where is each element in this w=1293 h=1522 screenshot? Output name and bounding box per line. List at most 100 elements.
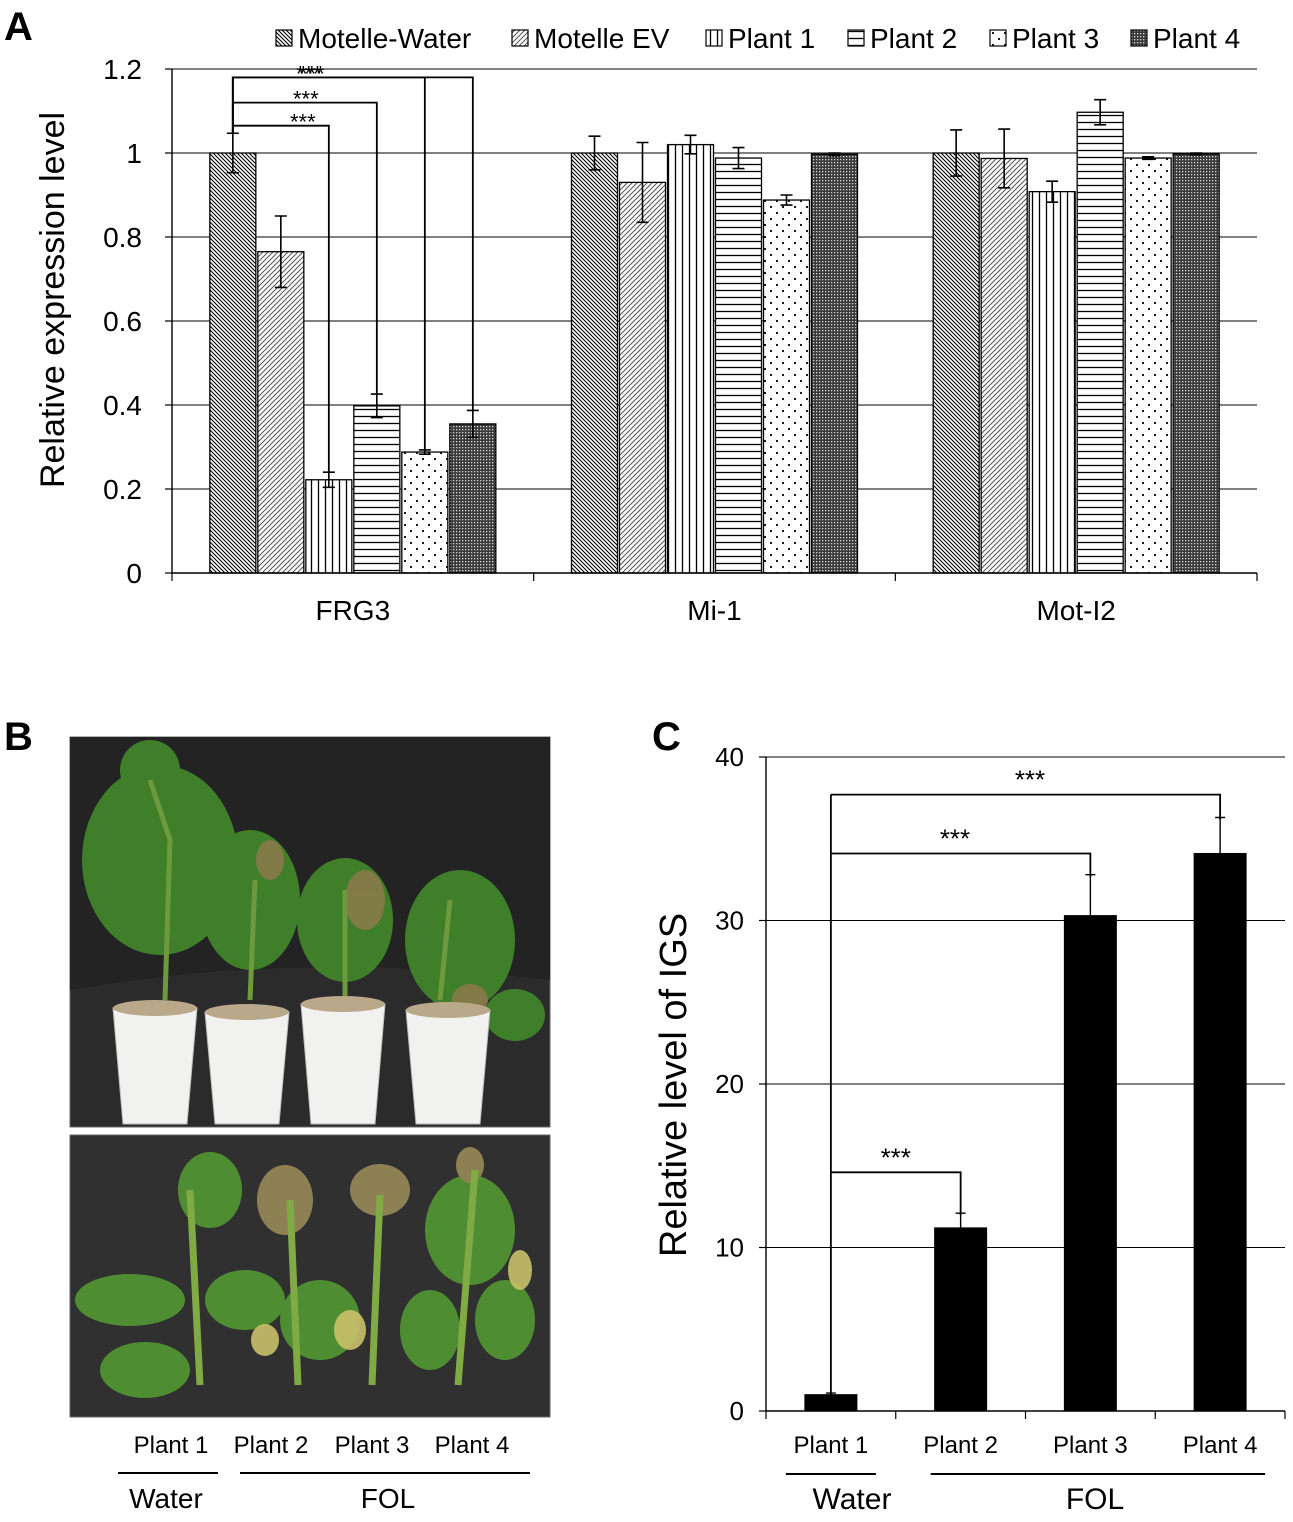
photo-label-plant-2: Plant 2 [234, 1432, 309, 1459]
chart-a-legend-label: Motelle-Water [298, 23, 471, 54]
chart-a-bar [980, 157, 1028, 574]
photo-label-plant-1: Plant 1 [134, 1432, 209, 1459]
chart-a-legend: Motelle-Water Motelle EV Plant 1 Plant 2 Pla… [275, 23, 1240, 54]
chart-a-y-tick-label: 0.8 [103, 222, 142, 253]
chart-a-bar [305, 479, 353, 574]
chart-c-significance-marker: *** [1015, 765, 1045, 795]
chart-a-error-bar [1142, 155, 1155, 161]
chart-c-category-label: Plant 1 [794, 1432, 869, 1459]
chart-a-bar [353, 405, 401, 574]
chart-a-legend-swatch [275, 29, 293, 47]
chart-a-category-label: FRG3 [315, 595, 390, 626]
chart-c-category-label: Plant 2 [923, 1432, 998, 1459]
chart-c-significance-marker: *** [881, 1142, 911, 1172]
chart-a-category-label: Mot-I2 [1036, 595, 1115, 626]
chart-a-significance-marker: *** [293, 87, 319, 112]
chart-a-category-label: Mi-1 [687, 595, 741, 626]
group-label-fol: FOL [361, 1483, 415, 1514]
chart-c-bar [1063, 915, 1117, 1412]
group-label-water: Water [129, 1483, 203, 1514]
chart-a-significance-marker: *** [299, 61, 325, 86]
chart-a-y-tick-label: 0.6 [103, 306, 142, 337]
chart-a-error-bar [1190, 152, 1203, 156]
chart-a-error-bar [998, 128, 1011, 189]
chart-c-y-tick-label: 10 [715, 1233, 744, 1263]
chart-c-error-bars [825, 816, 1226, 1395]
chart-a-legend-swatch [847, 29, 865, 47]
chart-a-expression: ************ 0 0.2 0.4 0.6 0.8 1 1.2 FRG3 Mi-1 Mo… [34, 23, 1258, 626]
chart-a-axes: 0 0.2 0.4 0.6 0.8 1 1.2 FRG3 Mi-1 Mot-I2 [103, 54, 1258, 626]
chart-a-error-bar [828, 152, 841, 157]
chart-a-y-tick-label: 1 [126, 138, 142, 169]
chart-a-legend-swatch [705, 29, 723, 47]
chart-c-category-label: Plant 4 [1183, 1432, 1258, 1459]
chart-c-bar [804, 1394, 858, 1412]
chart-a-error-bar [274, 215, 287, 289]
chart-a-error-bar [732, 146, 745, 170]
chart-c-error-bar [1215, 816, 1226, 854]
chart-c-significance-bracket [830, 1171, 962, 1216]
chart-a-bar [932, 152, 980, 574]
chart-a-significance-marker: *** [290, 110, 316, 135]
photo-label-plant-3: Plant 3 [335, 1432, 410, 1459]
chart-c-error-bar [1085, 874, 1096, 916]
chart-c-y-tick-label: 20 [715, 1069, 744, 1099]
chart-c-error-bar [955, 1212, 966, 1228]
chart-a-significance: ************ [231, 61, 474, 473]
chart-a-y-tick-label: 0.2 [103, 474, 142, 505]
chart-c-y-tick-label: 30 [715, 906, 744, 936]
chart-a-legend-label: Motelle EV [534, 23, 670, 54]
chart-a-legend-label: Plant 3 [1012, 23, 1099, 54]
chart-a-error-bar [1094, 98, 1107, 126]
chart-a-legend-swatch [989, 29, 1007, 47]
chart-a-bar [762, 199, 811, 574]
chart-a-y-tick-label: 0.4 [103, 390, 142, 421]
chart-a-y-tick-label: 0 [126, 558, 142, 589]
chart-a-y-axis-title: Relative expression level [34, 112, 72, 488]
chart-a-bar [666, 143, 715, 574]
chart-c-group-labels: Water FOL [785, 1473, 1266, 1516]
chart-a-legend-swatch [511, 29, 529, 47]
chart-c-y-tick-label: 40 [715, 742, 744, 772]
chart-c-significance: *** *** *** [829, 765, 1222, 1395]
chart-a-bar [1124, 157, 1172, 574]
panel-b-photos: Plant 1 Plant 2 Plant 3 Plant 4 Water FO… [69, 736, 551, 1514]
chart-c-igs: *** *** *** 0 10 20 30 40 Plant 1 Plant 2 Plant 3… [653, 742, 1286, 1516]
chart-c-y-axis-title: Relative level of IGS [653, 913, 695, 1257]
chart-a-bar [810, 153, 859, 574]
chart-a-bar [401, 451, 449, 574]
chart-c-significance-bracket [830, 852, 1092, 877]
chart-a-bar [1076, 111, 1124, 574]
chart-c-group-label: FOL [1066, 1483, 1124, 1516]
chart-c-y-tick-label: 0 [730, 1396, 744, 1426]
panel-label-b: B [4, 715, 33, 759]
chart-a-error-bar [780, 194, 793, 206]
chart-c-bar [1193, 852, 1247, 1412]
chart-a-bar [1028, 190, 1076, 574]
chart-a-bar [1172, 153, 1220, 574]
chart-a-bar [570, 152, 619, 574]
chart-a-bars [209, 111, 1220, 574]
chart-c-significance-marker: *** [940, 823, 970, 853]
chart-a-bar [209, 152, 257, 574]
chart-a-significance-marker: *** [296, 61, 322, 86]
chart-a-legend-label: Plant 4 [1153, 23, 1240, 54]
chart-a-y-tick-label: 1.2 [103, 54, 142, 85]
chart-c-significance-bracket [830, 793, 1222, 820]
chart-c-category-label: Plant 3 [1053, 1432, 1128, 1459]
chart-a-bar [257, 251, 305, 574]
chart-a-legend-label: Plant 2 [870, 23, 957, 54]
chart-a-legend-label: Plant 1 [728, 23, 815, 54]
chart-a-bar [449, 423, 497, 574]
chart-c-group-label: Water [813, 1483, 892, 1516]
photo-potted-plants [69, 736, 551, 1128]
chart-a-error-bar [684, 134, 697, 155]
panel-label-c: C [652, 715, 681, 759]
panel-label-a: A [4, 5, 33, 49]
chart-a-error-bars [226, 98, 1203, 489]
chart-c-axes: 0 10 20 30 40 Plant 1 Plant 2 Plant 3 Plant 4 [715, 742, 1286, 1459]
chart-c-bar [934, 1227, 988, 1412]
chart-a-legend-swatch [1130, 29, 1148, 47]
chart-a-error-bar [1046, 180, 1059, 203]
